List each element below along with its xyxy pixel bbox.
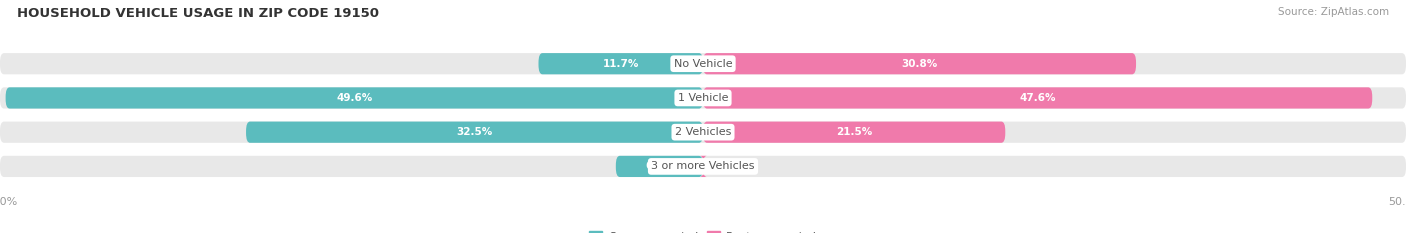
Text: 6.2%: 6.2%: [645, 161, 673, 171]
FancyBboxPatch shape: [6, 87, 703, 109]
FancyBboxPatch shape: [0, 122, 1406, 143]
FancyBboxPatch shape: [700, 156, 707, 177]
FancyBboxPatch shape: [538, 53, 703, 74]
FancyBboxPatch shape: [703, 122, 1005, 143]
FancyBboxPatch shape: [0, 156, 1406, 177]
Text: HOUSEHOLD VEHICLE USAGE IN ZIP CODE 19150: HOUSEHOLD VEHICLE USAGE IN ZIP CODE 1915…: [17, 7, 378, 20]
FancyBboxPatch shape: [0, 53, 1406, 74]
Text: 2 Vehicles: 2 Vehicles: [675, 127, 731, 137]
FancyBboxPatch shape: [616, 156, 703, 177]
Text: 21.5%: 21.5%: [837, 127, 872, 137]
Text: 1 Vehicle: 1 Vehicle: [678, 93, 728, 103]
FancyBboxPatch shape: [703, 53, 1136, 74]
Text: 49.6%: 49.6%: [336, 93, 373, 103]
Text: 0.05%: 0.05%: [721, 161, 756, 171]
FancyBboxPatch shape: [246, 122, 703, 143]
Legend: Owner-occupied, Renter-occupied: Owner-occupied, Renter-occupied: [585, 227, 821, 233]
Text: No Vehicle: No Vehicle: [673, 59, 733, 69]
Text: Source: ZipAtlas.com: Source: ZipAtlas.com: [1278, 7, 1389, 17]
Text: 30.8%: 30.8%: [901, 59, 938, 69]
Text: 11.7%: 11.7%: [603, 59, 638, 69]
FancyBboxPatch shape: [0, 87, 1406, 109]
Text: 47.6%: 47.6%: [1019, 93, 1056, 103]
Text: 32.5%: 32.5%: [457, 127, 492, 137]
FancyBboxPatch shape: [703, 87, 1372, 109]
Text: 3 or more Vehicles: 3 or more Vehicles: [651, 161, 755, 171]
